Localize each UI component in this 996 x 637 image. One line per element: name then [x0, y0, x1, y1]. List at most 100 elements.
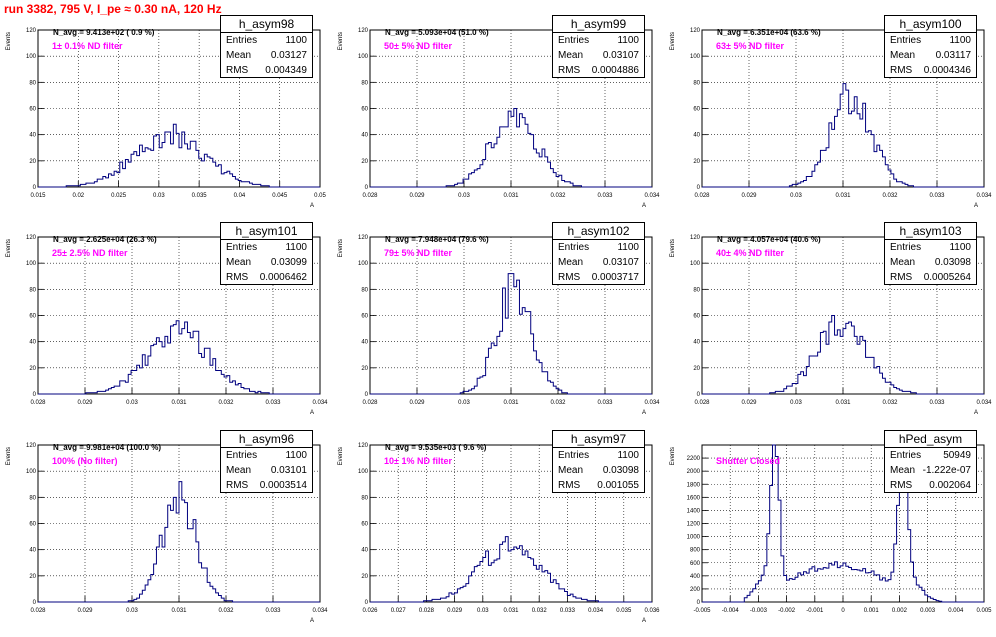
- navg-label: N_avg = 7.948e+04 (79.6 %): [385, 235, 489, 244]
- stats-key: Entries: [890, 242, 922, 253]
- stats-key: Entries: [558, 450, 590, 461]
- stats-box: h_asym97 Entries 1100 Mean 0.03098 RMS 0.00105…: [552, 430, 645, 493]
- x-tick-label: 0.025: [111, 193, 127, 199]
- stats-row: Mean 0.03127: [221, 48, 312, 63]
- filter-annotation: 10± 1% ND filter: [384, 456, 452, 466]
- y-tick-label: 60: [29, 522, 36, 528]
- stats-key: Mean: [890, 465, 916, 476]
- x-tick-label: 0.029: [77, 400, 93, 406]
- y-tick-label: 0: [697, 392, 701, 398]
- x-tick-label: 0.031: [171, 608, 187, 614]
- stats-value: 1100: [285, 450, 307, 461]
- x-tick-label: 0.015: [30, 193, 46, 199]
- x-tick-label: 0.032: [218, 608, 234, 614]
- y-tick-label: 80: [361, 287, 368, 293]
- stats-row: RMS 0.0004346: [885, 63, 976, 78]
- y-tick-label: 20: [29, 366, 36, 372]
- stats-value: -1.222e-07: [922, 465, 971, 476]
- stats-key: RMS: [226, 65, 249, 76]
- y-tick-label: 0: [33, 185, 37, 191]
- histogram-panel: 0.026 0.027 0.028 0.029 0.03 0.031 0.032 0.033 0…: [332, 430, 662, 637]
- histogram-line: [38, 320, 320, 395]
- stats-row: RMS 0.0003717: [553, 270, 644, 285]
- y-tick-label: 80: [29, 80, 36, 86]
- stats-row: Entries 50949: [885, 448, 976, 463]
- x-tick-label: 0.03: [458, 400, 470, 406]
- y-tick-label: 1200: [687, 522, 701, 528]
- x-tick-label: 0.027: [391, 608, 407, 614]
- y-tick-label: 200: [690, 587, 701, 593]
- histogram-name: h_asym98: [221, 16, 312, 33]
- stats-value: 1100: [285, 35, 307, 46]
- stats-key: Mean: [558, 257, 584, 268]
- navg-label: N_avg = 5.093e+04 (51.0 %): [385, 28, 489, 37]
- y-tick-label: 1000: [687, 535, 701, 541]
- stats-value: 1100: [949, 35, 971, 46]
- x-axis-title: A: [642, 203, 646, 209]
- y-tick-label: 100: [26, 261, 37, 267]
- y-axis-title: Events: [670, 447, 676, 465]
- x-tick-label: 0.03: [790, 193, 802, 199]
- x-tick-label: 0.029: [741, 193, 757, 199]
- x-tick-label: 0.028: [694, 400, 710, 406]
- stats-key: Entries: [558, 242, 590, 253]
- y-tick-label: 80: [29, 287, 36, 293]
- y-axis-title: Events: [6, 447, 12, 465]
- x-tick-label: 0.005: [976, 608, 992, 614]
- stats-key: Mean: [890, 50, 916, 61]
- y-tick-label: 100: [358, 54, 369, 60]
- x-tick-label: 0: [841, 608, 845, 614]
- stats-key: RMS: [226, 272, 249, 283]
- filter-annotation: 50± 5% ND filter: [384, 41, 452, 51]
- stats-key: RMS: [558, 65, 581, 76]
- histogram-panel: 0.028 0.029 0.03 0.031 0.032 0.033 0.034 0 20 40 6…: [664, 15, 994, 222]
- x-tick-label: 0.033: [560, 608, 576, 614]
- stats-value: 0.004349: [265, 65, 307, 76]
- x-tick-label: 0.001: [864, 608, 880, 614]
- x-tick-label: 0.034: [644, 193, 660, 199]
- stats-row: RMS 0.0005264: [885, 270, 976, 285]
- y-tick-label: 400: [690, 574, 701, 580]
- stats-value: 0.0004886: [591, 65, 639, 76]
- y-tick-label: 60: [29, 107, 36, 113]
- x-tick-label: 0.034: [976, 400, 992, 406]
- x-tick-label: 0.003: [920, 608, 936, 614]
- stats-box: h_asym99 Entries 1100 Mean 0.03107 RMS 0.00048…: [552, 15, 645, 78]
- stats-row: RMS 0.001055: [553, 478, 644, 493]
- y-axis-title: Events: [338, 239, 344, 257]
- y-tick-label: 0: [365, 600, 369, 606]
- y-tick-label: 80: [693, 80, 700, 86]
- stats-value: 0.0003717: [591, 272, 639, 283]
- x-tick-label: 0.032: [218, 400, 234, 406]
- x-tick-label: 0.045: [272, 193, 288, 199]
- stats-value: 1100: [617, 35, 639, 46]
- histogram-name: h_asym99: [553, 16, 644, 33]
- y-tick-label: 0: [365, 185, 369, 191]
- filter-annotation: 25± 2.5% ND filter: [52, 248, 128, 258]
- navg-label: N_avg = 2.625e+04 (26.3 %): [53, 235, 157, 244]
- stats-box: h_asym98 Entries 1100 Mean 0.03127 RMS 0.00434…: [220, 15, 313, 78]
- histogram-panel: 0.015 0.02 0.025 0.03 0.035 0.04 0.045 0.05 0 20 4…: [0, 15, 330, 222]
- stats-value: 1100: [949, 242, 971, 253]
- x-tick-label: 0.029: [409, 400, 425, 406]
- stats-box: h_asym100 Entries 1100 Mean 0.03117 RMS 0.0004…: [884, 15, 977, 78]
- stats-row: RMS 0.002064: [885, 478, 976, 493]
- stats-row: Entries 1100: [553, 240, 644, 255]
- x-tick-label: 0.03: [126, 608, 138, 614]
- y-tick-label: 40: [693, 133, 700, 139]
- stats-value: 1100: [617, 450, 639, 461]
- y-tick-label: 40: [361, 340, 368, 346]
- y-tick-label: 120: [690, 28, 701, 34]
- histogram-line: [370, 536, 652, 603]
- y-tick-label: 600: [690, 561, 701, 567]
- x-axis-title: A: [310, 203, 314, 209]
- stats-row: RMS 0.0004886: [553, 63, 644, 78]
- stats-row: Entries 1100: [221, 33, 312, 48]
- y-tick-label: 120: [690, 235, 701, 241]
- y-tick-label: 40: [29, 548, 36, 554]
- x-tick-label: 0.032: [550, 193, 566, 199]
- stats-box: h_asym101 Entries 1100 Mean 0.03099 RMS 0.0006…: [220, 222, 313, 285]
- histogram-line: [702, 444, 984, 603]
- histogram-plot: 0.026 0.027 0.028 0.029 0.03 0.031 0.032 0.033 0…: [338, 443, 660, 624]
- x-tick-label: 0.031: [835, 400, 851, 406]
